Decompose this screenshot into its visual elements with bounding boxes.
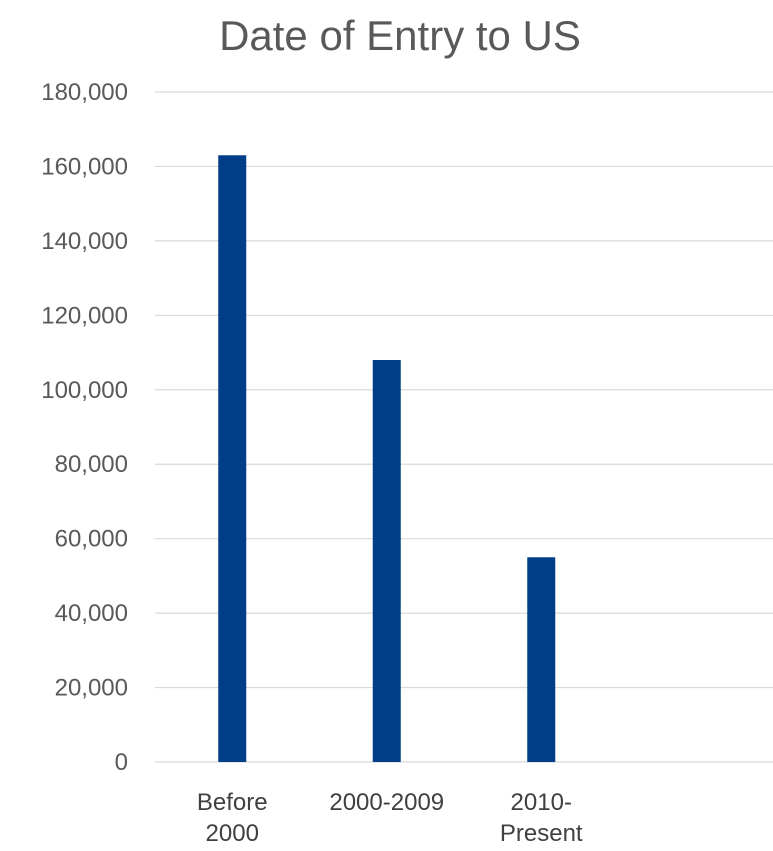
y-tick-label: 100,000 (41, 377, 128, 404)
bar (372, 360, 401, 762)
x-category-label-line: 2010- (511, 789, 572, 816)
y-tick-label: 40,000 (55, 600, 128, 627)
x-category-label: 2010- Present (500, 789, 583, 847)
y-tick-label: 20,000 (55, 675, 128, 702)
bar (527, 557, 556, 762)
y-axis-tick-labels: 0 20,000 40,000 60,000 80,000 100,000 120,000 1… (41, 79, 128, 776)
y-tick-label: 80,000 (55, 451, 128, 478)
y-tick-label: 120,000 (41, 302, 128, 329)
y-tick-label: 60,000 (55, 526, 128, 553)
x-axis-category-labels: Before 2000 2000-2009 2010- Present (197, 789, 583, 847)
x-category-label: 2000-2009 (329, 789, 444, 816)
bar (218, 155, 247, 762)
y-tick-label: 160,000 (41, 153, 128, 180)
y-tick-label: 140,000 (41, 228, 128, 255)
x-category-label-line: 2000 (206, 820, 259, 847)
chart-title: Date of Entry to US (219, 12, 581, 59)
x-category-label: Before 2000 (197, 789, 268, 847)
x-category-label-line: Present (500, 820, 583, 847)
gridlines (155, 91, 773, 763)
x-category-label-line: Before (197, 789, 268, 816)
x-category-label-line: 2000-2009 (329, 789, 444, 816)
bars (218, 155, 556, 762)
y-tick-label: 180,000 (41, 79, 128, 106)
y-tick-label: 0 (115, 749, 128, 776)
